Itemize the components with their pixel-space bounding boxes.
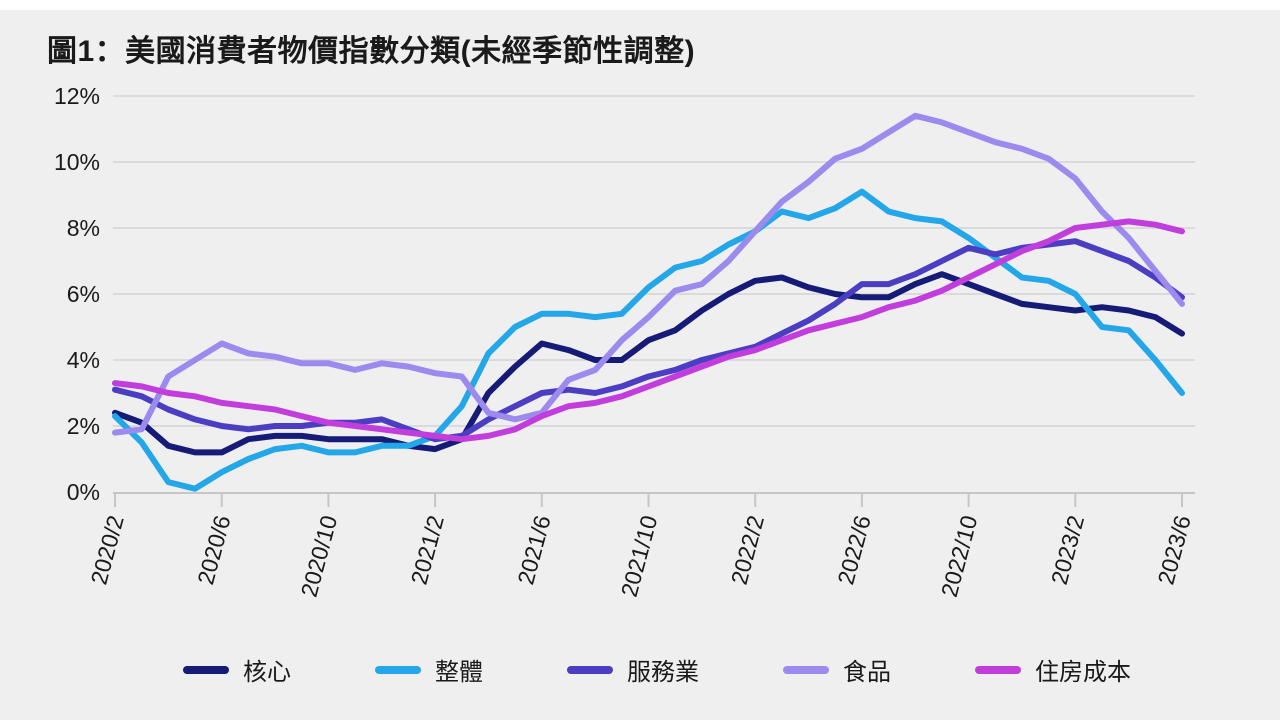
- chart-background: 圖1：美國消費者物價指數分類(未經季節性調整) 0% 2% 4% 6% 8% 10% 12%…: [0, 10, 1280, 720]
- y-tick-label-2%: 2%: [67, 413, 100, 439]
- x-tick-label-2021/2: 2021/2: [406, 513, 449, 588]
- x-tick-label-2022/6: 2022/6: [832, 513, 875, 588]
- chart-title: 圖1：美國消費者物價指數分類(未經季節性調整): [47, 35, 696, 68]
- x-tick-label-2021/6: 2021/6: [512, 513, 555, 588]
- x-tick-label-2020/2: 2020/2: [86, 513, 129, 588]
- x-tick-label-2020/6: 2020/6: [192, 513, 235, 588]
- y-tick-label-8%: 8%: [67, 215, 100, 241]
- y-tick-label-12%: 12%: [54, 83, 100, 109]
- series-line-4-住房成本: [112, 218, 1185, 443]
- legend-label: 服務業: [627, 659, 699, 686]
- series-line-2-服務業: [112, 238, 1185, 443]
- chart-legend: 核心 整體 服務業 食品 住房成本: [183, 652, 1131, 687]
- x-tick-label-2023/2: 2023/2: [1046, 513, 1089, 588]
- legend-item-服務業: 服務業: [567, 652, 699, 687]
- legend-item-核心: 核心: [183, 652, 291, 687]
- legend-label: 食品: [843, 659, 891, 686]
- series-line-0-核心: [112, 271, 1185, 456]
- legend-item-整體: 整體: [375, 652, 483, 687]
- legend-swatch-icon: [375, 665, 421, 674]
- legend-label: 整體: [435, 659, 483, 686]
- legend-item-住房成本: 住房成本: [975, 652, 1131, 687]
- x-tick-label-2022/2: 2022/2: [726, 513, 769, 588]
- x-tick-label-2022/10: 2022/10: [936, 513, 983, 600]
- x-tick-label-2020/10: 2020/10: [296, 513, 343, 600]
- legend-label: 核心: [243, 659, 291, 686]
- legend-swatch-icon: [183, 665, 229, 674]
- y-tick-label-6%: 6%: [67, 281, 100, 307]
- legend-swatch-icon: [783, 665, 829, 674]
- legend-swatch-icon: [567, 665, 613, 674]
- series-line-1-整體: [112, 188, 1185, 492]
- y-tick-label-0%: 0%: [67, 479, 100, 505]
- legend-label: 住房成本: [1035, 659, 1131, 686]
- x-tick-label-2021/10: 2021/10: [616, 513, 663, 600]
- series-line-3-食品: [112, 112, 1185, 436]
- y-tick-label-10%: 10%: [54, 149, 100, 175]
- legend-item-食品: 食品: [783, 652, 891, 687]
- cpi-line-chart: 0% 2% 4% 6% 8% 10% 12% 2020/2 2020/6 2020/10 2021/…: [54, 83, 1196, 600]
- y-tick-label-4%: 4%: [67, 347, 100, 373]
- legend-swatch-icon: [975, 665, 1021, 674]
- x-tick-label-2023/6: 2023/6: [1153, 513, 1196, 588]
